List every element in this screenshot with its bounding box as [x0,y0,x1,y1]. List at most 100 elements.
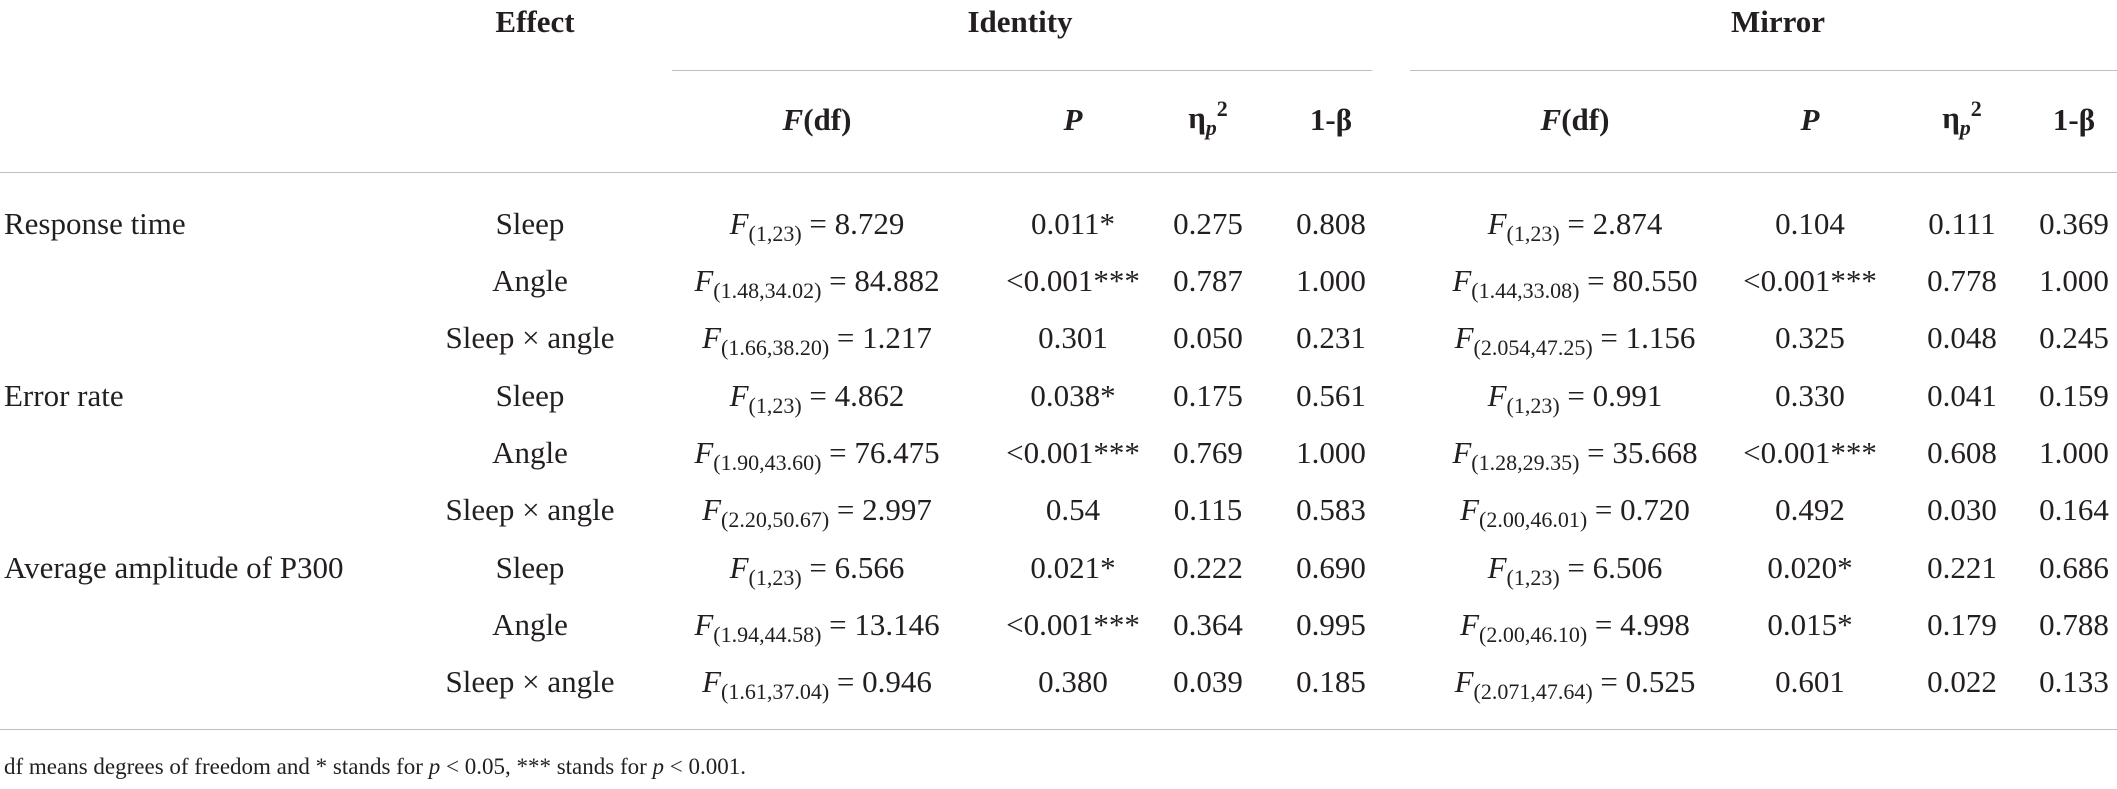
mirror-power-cell: 0.788 [2039,607,2109,642]
degrees-of-freedom: (2.00,46.01) [1479,507,1588,532]
identity-p-cell: <0.001*** [1006,263,1140,298]
identity-f-cell: F(1,23) = 6.566 [729,550,905,589]
mirror-f-cell: F(2.054,47.25) = 1.156 [1455,320,1696,359]
table-footnote: df means degrees of freedom and * stands… [4,754,746,779]
identity-p-cell: 0.380 [1038,664,1108,699]
f-value: = 0.946 [829,664,932,699]
table-bottom-rule [0,729,2117,730]
f-value: = 1.217 [829,320,932,355]
f-value: = 2.874 [1559,206,1663,241]
identity-power-cell: 0.808 [1296,206,1366,241]
identity-power-cell: 0.583 [1296,492,1366,527]
identity-eta-cell: 0.275 [1173,206,1243,241]
header-mirror-power: 1-β [2052,102,2096,137]
header-identity-power: 1-β [1309,102,1353,137]
degrees-of-freedom: (1.61,37.04) [721,679,830,704]
mirror-f-cell: F(2.00,46.01) = 0.720 [1460,492,1690,531]
mirror-p-cell: 0.492 [1775,492,1845,527]
identity-eta-cell: 0.175 [1173,378,1243,413]
mirror-underline [1410,70,2117,71]
header-identity-eta: ηp2 [1188,96,1228,140]
identity-underline [672,70,1372,71]
degrees-of-freedom: (1,23) [1506,565,1560,590]
effect-cell: Angle [492,435,568,470]
degrees-of-freedom: (2.20,50.67) [721,507,830,532]
identity-eta-cell: 0.115 [1173,492,1243,527]
mirror-f-cell: F(1.28,29.35) = 35.668 [1452,437,1697,474]
effect-cell: Angle [492,263,568,298]
identity-p-cell: 0.011* [1030,206,1116,241]
f-statistic-letter: F [1452,263,1472,298]
identity-f-cell: F(1,23) = 4.862 [729,378,905,417]
header-bottom-rule [0,172,2117,173]
identity-f-cell: F(1,23) = 8.729 [729,206,905,245]
identity-p-cell: 0.038* [1030,378,1116,413]
identity-power-cell: 0.231 [1296,320,1366,355]
mirror-power-cell: 0.245 [2039,320,2109,355]
header-identity: Identity [967,4,1073,39]
mirror-eta-cell: 0.778 [1927,263,1997,298]
f-value: = 2.997 [829,492,932,527]
f-value: = 84.882 [821,263,940,298]
identity-power-cell: 0.995 [1296,607,1366,642]
identity-f-cell: F(1.61,37.04) = 0.946 [702,664,932,703]
mirror-power-cell: 0.369 [2039,206,2109,241]
f-statistic-letter: F [729,550,749,585]
degrees-of-freedom: (1,23) [1506,393,1560,418]
degrees-of-freedom: (2.00,46.10) [1479,622,1588,647]
f-value: = 76.475 [821,435,940,470]
mirror-power-cell: 1.000 [2039,435,2109,470]
mirror-p-cell: 0.325 [1775,320,1845,355]
degrees-of-freedom: (1.90,43.60) [713,450,822,475]
f-value: = 0.720 [1587,492,1690,527]
mirror-eta-cell: 0.221 [1927,550,1997,585]
identity-p-cell: 0.54 [1045,492,1101,527]
f-statistic-letter: F [694,263,714,298]
mirror-p-cell: <0.001*** [1743,435,1877,470]
f-statistic-letter: F [729,378,749,413]
group-label: Response time [4,206,186,241]
degrees-of-freedom: (1,23) [748,221,802,246]
identity-eta-cell: 0.039 [1173,664,1243,699]
header-identity-f-df: F(df) [782,102,852,137]
f-statistic-letter: F [1454,664,1474,699]
header-mirror-f-df: F(df) [1540,102,1610,137]
mirror-eta-cell: 0.111 [1928,206,1996,241]
header-mirror: Mirror [1730,4,1826,39]
identity-f-cell: F(1.48,34.02) = 84.882 [694,263,940,302]
mirror-eta-cell: 0.022 [1927,664,1997,699]
identity-power-cell: 1.000 [1296,263,1366,298]
mirror-power-cell: 0.159 [2039,378,2109,413]
header-identity-p: P [1063,102,1083,137]
f-value: = 6.506 [1559,550,1663,585]
group-label: Error rate [4,378,124,413]
f-value: = 1.156 [1592,320,1696,355]
identity-p-cell: 0.301 [1038,320,1108,355]
f-statistic-letter: F [729,206,749,241]
header-mirror-p: P [1800,102,1820,137]
identity-eta-cell: 0.787 [1173,263,1243,298]
identity-eta-cell: 0.769 [1173,435,1243,470]
header-effect: Effect [495,4,575,39]
mirror-p-cell: 0.020* [1767,550,1853,585]
identity-p-cell: 0.021* [1030,550,1116,585]
mirror-power-cell: 0.133 [2039,664,2109,699]
mirror-f-cell: F(1,23) = 2.874 [1487,206,1663,245]
f-statistic-letter: F [1460,607,1480,642]
degrees-of-freedom: (1,23) [748,565,802,590]
degrees-of-freedom: (1.94,44.58) [713,622,822,647]
f-value: = 80.550 [1579,263,1698,298]
degrees-of-freedom: (1.66,38.20) [721,335,830,360]
mirror-f-cell: F(2.00,46.10) = 4.998 [1460,607,1690,646]
effect-cell: Sleep × angle [445,664,615,699]
f-value: = 4.998 [1587,607,1690,642]
f-statistic-letter: F [1487,378,1507,413]
mirror-eta-cell: 0.030 [1927,492,1997,527]
f-value: = 0.525 [1592,664,1696,699]
group-label: Average amplitude of P300 [4,550,344,585]
identity-power-cell: 1.000 [1296,435,1366,470]
degrees-of-freedom: (2.054,47.25) [1473,335,1593,360]
effect-cell: Sleep [495,550,565,585]
f-statistic-letter: F [1487,206,1507,241]
mirror-power-cell: 0.164 [2039,492,2109,527]
